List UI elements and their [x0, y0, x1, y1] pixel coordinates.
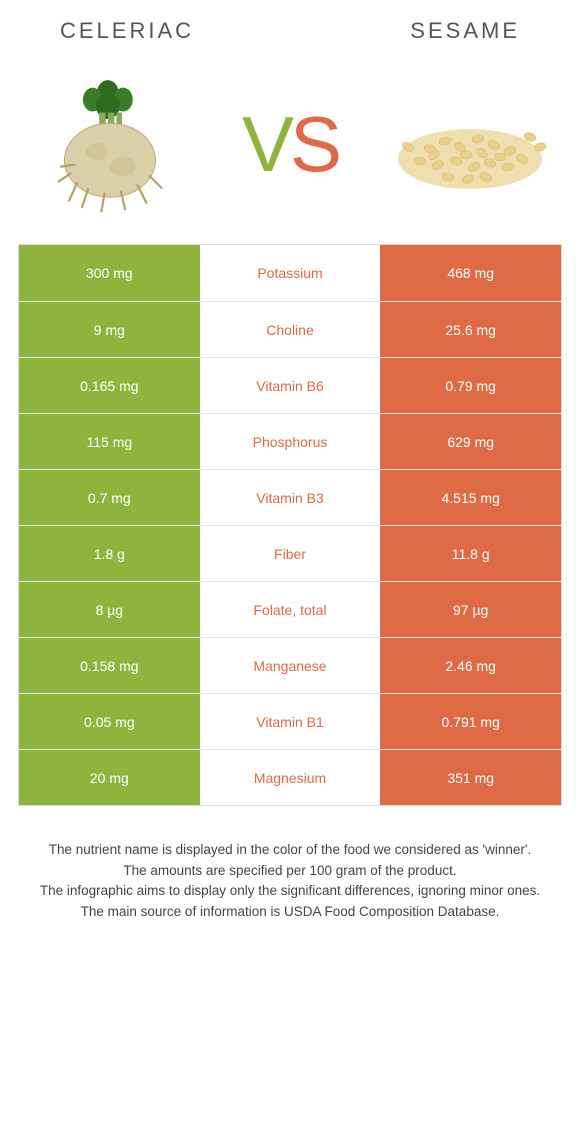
celeriac-image [30, 64, 190, 224]
table-row: 0.165 mgVitamin B60.79 mg [19, 357, 561, 413]
left-value: 0.05 mg [19, 694, 200, 749]
header-row: CELERIAC SESAME [0, 0, 580, 54]
left-value: 20 mg [19, 750, 200, 805]
right-value: 25.6 mg [380, 302, 561, 357]
left-value: 8 µg [19, 582, 200, 637]
right-value: 468 mg [380, 245, 561, 301]
right-value: 2.46 mg [380, 638, 561, 693]
left-value: 300 mg [19, 245, 200, 301]
table-row: 0.05 mgVitamin B10.791 mg [19, 693, 561, 749]
table-row: 8 µgFolate, total97 µg [19, 581, 561, 637]
right-value: 4.515 mg [380, 470, 561, 525]
right-food-title: SESAME [410, 18, 520, 44]
left-value: 1.8 g [19, 526, 200, 581]
nutrient-label: Vitamin B3 [200, 470, 381, 525]
footer-notes: The nutrient name is displayed in the co… [0, 806, 580, 921]
nutrient-label: Vitamin B6 [200, 358, 381, 413]
right-value: 629 mg [380, 414, 561, 469]
left-value: 0.7 mg [19, 470, 200, 525]
table-row: 1.8 gFiber11.8 g [19, 525, 561, 581]
infographic-container: CELERIAC SESAME [0, 0, 580, 921]
nutrient-label: Phosphorus [200, 414, 381, 469]
nutrient-label: Potassium [200, 245, 381, 301]
nutrient-table: 300 mgPotassium468 mg9 mgCholine25.6 mg0… [18, 244, 562, 806]
nutrient-label: Magnesium [200, 750, 381, 805]
table-row: 0.158 mgManganese2.46 mg [19, 637, 561, 693]
nutrient-label: Fiber [200, 526, 381, 581]
left-value: 0.158 mg [19, 638, 200, 693]
nutrient-label: Vitamin B1 [200, 694, 381, 749]
right-value: 0.79 mg [380, 358, 561, 413]
nutrient-label: Folate, total [200, 582, 381, 637]
left-value: 0.165 mg [19, 358, 200, 413]
vs-s-letter: S [290, 99, 338, 190]
footer-line-2: The amounts are specified per 100 gram o… [26, 861, 554, 881]
nutrient-label: Choline [200, 302, 381, 357]
vs-row: VS [0, 54, 580, 244]
footer-line-4: The main source of information is USDA F… [26, 902, 554, 922]
footer-line-1: The nutrient name is displayed in the co… [26, 840, 554, 860]
right-value: 97 µg [380, 582, 561, 637]
left-food-title: CELERIAC [60, 18, 194, 44]
right-value: 0.791 mg [380, 694, 561, 749]
table-row: 0.7 mgVitamin B34.515 mg [19, 469, 561, 525]
table-row: 300 mgPotassium468 mg [19, 245, 561, 301]
table-row: 115 mgPhosphorus629 mg [19, 413, 561, 469]
footer-line-3: The infographic aims to display only the… [26, 881, 554, 901]
sesame-image [390, 64, 550, 224]
vs-v-letter: V [242, 99, 290, 190]
right-value: 351 mg [380, 750, 561, 805]
table-row: 20 mgMagnesium351 mg [19, 749, 561, 805]
vs-label: VS [242, 99, 338, 190]
nutrient-label: Manganese [200, 638, 381, 693]
right-value: 11.8 g [380, 526, 561, 581]
left-value: 115 mg [19, 414, 200, 469]
table-row: 9 mgCholine25.6 mg [19, 301, 561, 357]
left-value: 9 mg [19, 302, 200, 357]
